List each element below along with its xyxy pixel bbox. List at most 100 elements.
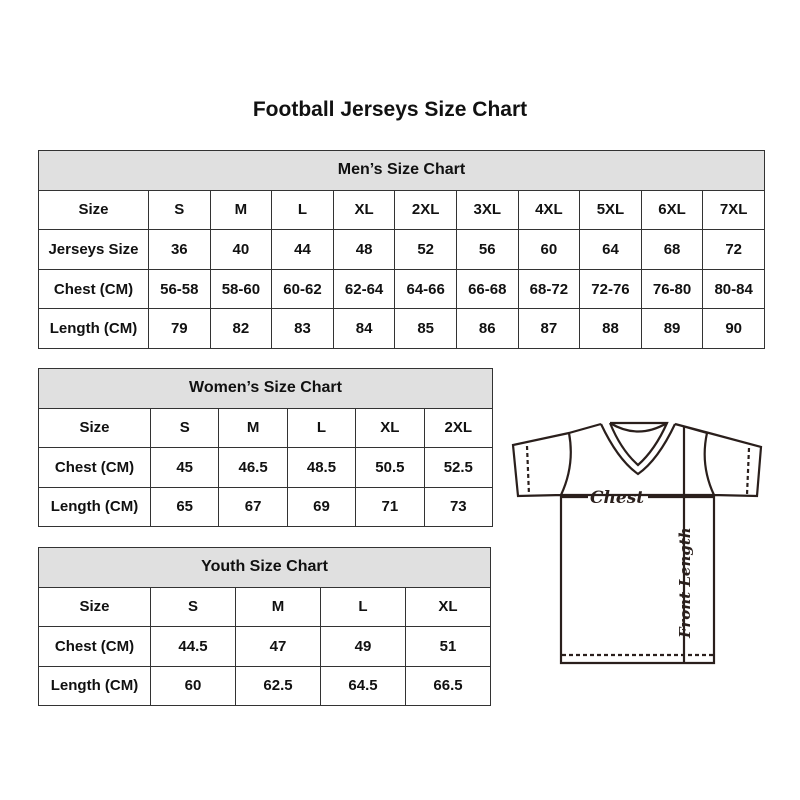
table-row: Size S M L XL 2XL xyxy=(38,407,494,448)
table-cell: 6XL xyxy=(640,189,704,231)
mens-size-table: Men’s Size Chart Size S M L XL 2XL 3XL 4XL 5XL 6XL… xyxy=(38,150,765,349)
table-cell: 58-60 xyxy=(209,268,273,310)
table-cell: 64.5 xyxy=(320,665,406,706)
chest-label: Chest xyxy=(590,488,644,508)
womens-size-table: Women’s Size Chart Size S M L XL 2XL Chest (CM)… xyxy=(37,368,494,527)
table-cell: 86 xyxy=(455,308,519,349)
table-row: Size S M L XL xyxy=(38,586,492,627)
table-row: Length (CM) 60 62.5 64.5 66.5 xyxy=(38,665,492,706)
youth-heading: Youth Size Chart xyxy=(37,547,492,588)
table-cell: 71 xyxy=(355,486,425,527)
row-label: Size xyxy=(38,189,149,231)
table-cell: 7XL xyxy=(702,189,765,231)
table-cell: M xyxy=(209,189,273,231)
table-cell: 90 xyxy=(702,308,765,349)
table-cell: 48 xyxy=(332,229,396,270)
women-heading: Women’s Size Chart xyxy=(37,368,494,409)
table-row: Chest (CM) 45 46.5 48.5 50.5 52.5 xyxy=(38,447,494,488)
table-cell: 47 xyxy=(235,626,321,667)
table-cell: 79 xyxy=(148,308,211,349)
table-cell: 45 xyxy=(149,447,220,488)
table-cell: 5XL xyxy=(579,189,642,231)
table-cell: 60 xyxy=(150,665,236,706)
table-cell: 62-64 xyxy=(332,268,396,310)
table-cell: XL xyxy=(404,586,492,627)
table-row: Chest (CM) 56-58 58-60 60-62 62-64 64-66 66-68… xyxy=(38,268,765,310)
table-cell: 84 xyxy=(332,308,396,349)
table-cell: 64-66 xyxy=(394,268,457,310)
table-cell: 80-84 xyxy=(702,268,765,310)
table-cell: 44.5 xyxy=(150,626,236,667)
table-cell: 36 xyxy=(148,229,211,270)
table-cell: 67 xyxy=(218,486,288,527)
table-cell: 52 xyxy=(394,229,457,270)
row-label: Chest (CM) xyxy=(38,447,151,488)
table-cell: 82 xyxy=(209,308,273,349)
table-cell: L xyxy=(271,189,334,231)
row-label: Size xyxy=(38,407,151,448)
table-cell: 66.5 xyxy=(404,665,492,706)
row-label: Chest (CM) xyxy=(38,626,151,667)
table-cell: 60-62 xyxy=(271,268,334,310)
table-cell: 2XL xyxy=(394,189,457,231)
jersey-diagram: Chest Front Length xyxy=(511,421,763,665)
table-cell: 69 xyxy=(286,486,357,527)
table-cell: 68 xyxy=(640,229,704,270)
table-cell: 83 xyxy=(271,308,334,349)
table-cell: 65 xyxy=(149,486,220,527)
table-cell: 73 xyxy=(423,486,494,527)
page-title: Football Jerseys Size Chart xyxy=(252,98,528,121)
table-cell: 56-58 xyxy=(148,268,211,310)
table-cell: 85 xyxy=(394,308,457,349)
table-cell: 56 xyxy=(455,229,519,270)
table-row: Length (CM) 79 82 83 84 85 86 87 88 89 90 xyxy=(38,308,765,349)
row-label: Jerseys Size xyxy=(38,229,149,270)
row-label: Length (CM) xyxy=(38,665,151,706)
table-row: Size S M L XL 2XL 3XL 4XL 5XL 6XL 7XL xyxy=(38,189,765,231)
table-cell: 51 xyxy=(404,626,492,667)
table-cell: L xyxy=(286,407,357,448)
table-cell: 4XL xyxy=(517,189,581,231)
neck-outer xyxy=(600,423,676,476)
table-cell: 66-68 xyxy=(455,268,519,310)
table-row: Length (CM) 65 67 69 71 73 xyxy=(38,486,494,527)
table-cell: 89 xyxy=(640,308,704,349)
table-cell: XL xyxy=(355,407,425,448)
table-row: Chest (CM) 44.5 47 49 51 xyxy=(38,626,492,667)
row-label: Chest (CM) xyxy=(38,268,149,310)
table-cell: 64 xyxy=(579,229,642,270)
table-cell: 40 xyxy=(209,229,273,270)
row-label: Length (CM) xyxy=(38,486,151,527)
table-cell: 68-72 xyxy=(517,268,581,310)
table-cell: XL xyxy=(332,189,396,231)
men-heading: Men’s Size Chart xyxy=(38,150,765,191)
table-cell: 60 xyxy=(517,229,581,270)
table-cell: 46.5 xyxy=(218,447,288,488)
table-cell: S xyxy=(149,407,220,448)
row-label: Size xyxy=(38,586,151,627)
table-row: Jerseys Size 36 40 44 48 52 56 60 64 68 72 xyxy=(38,229,765,270)
table-cell: 62.5 xyxy=(235,665,321,706)
table-cell: S xyxy=(148,189,211,231)
row-label: Length (CM) xyxy=(38,308,149,349)
jersey-outline xyxy=(511,422,763,665)
table-cell: 72 xyxy=(702,229,765,270)
youth-size-table: Youth Size Chart Size S M L XL Chest (CM) 44.5 4… xyxy=(37,547,492,706)
table-cell: 52.5 xyxy=(423,447,494,488)
neck-inner xyxy=(608,421,669,467)
table-cell: M xyxy=(218,407,288,448)
table-cell: 88 xyxy=(579,308,642,349)
table-cell: 2XL xyxy=(423,407,494,448)
table-cell: 72-76 xyxy=(579,268,642,310)
table-cell: 76-80 xyxy=(640,268,704,310)
front-length-label: Front Length xyxy=(676,527,694,639)
table-cell: L xyxy=(320,586,406,627)
table-cell: 50.5 xyxy=(355,447,425,488)
table-cell: 44 xyxy=(271,229,334,270)
table-cell: 48.5 xyxy=(286,447,357,488)
table-cell: 87 xyxy=(517,308,581,349)
table-cell: 3XL xyxy=(455,189,519,231)
table-cell: S xyxy=(150,586,236,627)
table-cell: 49 xyxy=(320,626,406,667)
table-cell: M xyxy=(235,586,321,627)
